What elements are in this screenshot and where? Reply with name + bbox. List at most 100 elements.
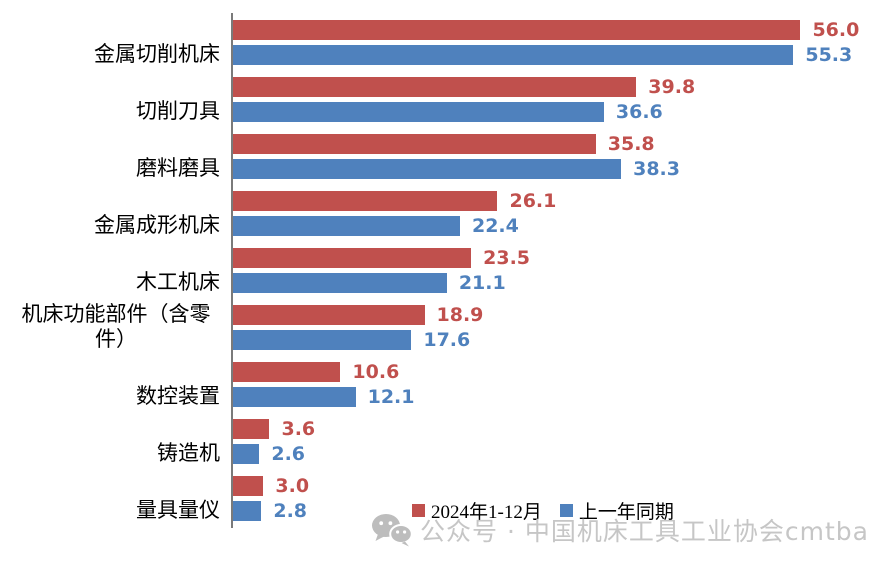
- bar-series-0: [233, 77, 637, 97]
- bar-line: 39.8: [233, 76, 841, 98]
- bar-series-0: [233, 419, 270, 439]
- bar-value-label: 39.8: [648, 76, 696, 98]
- bar-group: 39.8 36.6: [233, 71, 841, 128]
- bar-series-1: [233, 45, 794, 65]
- bar-value-label: 2.6: [271, 443, 306, 465]
- legend: 2024年1-12月 上一年同期: [412, 497, 674, 524]
- bar-series-0: [233, 191, 498, 211]
- bar-group: 18.9 17.6: [233, 299, 841, 356]
- bar-line: 12.1: [233, 386, 841, 408]
- bar-line: 21.1: [233, 272, 841, 294]
- category-label: 磨料磨具: [0, 128, 233, 185]
- category-label-text: 金属切削机床: [94, 41, 220, 66]
- bar-series-1: [233, 444, 260, 464]
- bar-value-label: 38.3: [633, 158, 680, 180]
- bar-line: 55.3: [233, 44, 852, 66]
- category-label: 切削刀具: [0, 71, 233, 128]
- bar-group: 23.5 21.1: [233, 242, 841, 299]
- bar-series-0: [233, 305, 425, 325]
- category-label-text: 数控装置: [136, 383, 220, 408]
- bar-series-1: [233, 330, 412, 350]
- category-label: 铸造机: [0, 413, 233, 470]
- bar-line: 3.0: [233, 475, 841, 497]
- category-row: 机床功能部件（含零件） 18.9 17.6: [0, 299, 874, 356]
- watermark-text: 公众号 · 中国机床工具工业协会cmtba: [420, 517, 869, 546]
- bar-line: 10.6: [233, 361, 841, 383]
- bar-series-1: [233, 102, 604, 122]
- bar-series-0: [233, 248, 472, 268]
- category-row: 磨料磨具 35.8 38.3: [0, 128, 874, 185]
- bar-group: 56.0 55.3: [233, 14, 859, 71]
- bar-group: 10.6 12.1: [233, 356, 841, 413]
- bar-line: 2.6: [233, 443, 841, 465]
- watermark: 公众号 · 中国机床工具工业协会cmtba: [371, 512, 869, 548]
- category-label: 机床功能部件（含零件）: [0, 299, 233, 356]
- bar-group: 3.6 2.6: [233, 413, 841, 470]
- bar-value-label: 3.6: [281, 418, 316, 440]
- y-axis-line: [231, 13, 233, 528]
- bar-series-1: [233, 216, 460, 236]
- category-label-text: 木工机床: [136, 269, 220, 294]
- bar-series-1: [233, 501, 262, 521]
- bar-value-label: 22.4: [471, 215, 519, 237]
- bar-line: 2.8: [233, 500, 841, 522]
- category-row: 量具量仪 3.0 2.8: [0, 470, 874, 527]
- bar-value-label: 18.9: [436, 304, 484, 326]
- bar-value-label: 21.1: [458, 272, 506, 294]
- bar-value-label: 55.3: [805, 44, 853, 66]
- bar-series-0: [233, 476, 264, 496]
- category-label: 金属切削机床: [0, 14, 233, 71]
- category-label-text: 金属成形机床: [94, 212, 220, 237]
- bar-line: 56.0: [233, 19, 859, 41]
- legend-label: 上一年同期: [578, 502, 674, 523]
- bar-group: 26.1 22.4: [233, 185, 841, 242]
- bar-line: 22.4: [233, 215, 841, 237]
- bar-line: 35.8: [233, 133, 841, 155]
- bar-line: 26.1: [233, 190, 841, 212]
- bar-line: 3.6: [233, 418, 841, 440]
- bar-value-label: 17.6: [423, 329, 471, 351]
- category-label-text: 切削刀具: [136, 98, 220, 123]
- category-label-text: 磨料磨具: [136, 155, 220, 180]
- category-row: 木工机床 23.5 21.1: [0, 242, 874, 299]
- bar-value-label: 36.6: [615, 101, 663, 123]
- legend-swatch-blue: [559, 504, 573, 517]
- bar-value-label: 56.0: [812, 19, 860, 41]
- bar-series-1: [233, 159, 622, 179]
- plot-area: 金属切削机床 56.0 55.3 切削刀具 39.8 36.6 磨料磨具 35.8 38.3 金属…: [0, 14, 874, 527]
- bar-group: 3.0 2.8: [233, 470, 841, 527]
- bar-value-label: 3.0: [275, 475, 310, 497]
- bar-line: 23.5: [233, 247, 841, 269]
- category-row: 金属切削机床 56.0 55.3: [0, 14, 874, 71]
- category-label-text: 铸造机: [157, 440, 220, 465]
- wechat-icon: [372, 514, 413, 547]
- category-row: 切削刀具 39.8 36.6: [0, 71, 874, 128]
- bar-value-label: 12.1: [367, 386, 415, 408]
- bar-line: 18.9: [233, 304, 841, 326]
- category-label: 数控装置: [0, 356, 233, 413]
- bar-value-label: 35.8: [607, 133, 655, 155]
- bar-value-label: 23.5: [483, 247, 531, 269]
- category-label-text: 量具量仪: [136, 497, 220, 522]
- legend-swatch-red: [412, 504, 425, 517]
- bar-series-1: [233, 387, 356, 407]
- bar-group: 35.8 38.3: [233, 128, 841, 185]
- bar-line: 38.3: [233, 158, 841, 180]
- legend-label: 2024年1-12月: [431, 502, 542, 523]
- legend-item-prev-year: 上一年同期: [559, 497, 674, 524]
- legend-item-2024: 2024年1-12月: [412, 497, 542, 524]
- category-row: 金属成形机床 26.1 22.4: [0, 185, 874, 242]
- bar-line: 36.6: [233, 101, 841, 123]
- bar-series-0: [233, 20, 801, 40]
- bar-value-label: 26.1: [509, 190, 557, 212]
- bar-value-label: 10.6: [352, 361, 400, 383]
- category-row: 铸造机 3.6 2.6: [0, 413, 874, 470]
- category-label: 木工机床: [0, 242, 233, 299]
- bar-series-0: [233, 134, 596, 154]
- bar-series-0: [233, 362, 341, 382]
- category-label-text: 机床功能部件（含零件）: [21, 301, 211, 351]
- category-label: 量具量仪: [0, 470, 233, 527]
- bar-value-label: 2.8: [273, 500, 308, 522]
- category-label: 金属成形机床: [0, 185, 233, 242]
